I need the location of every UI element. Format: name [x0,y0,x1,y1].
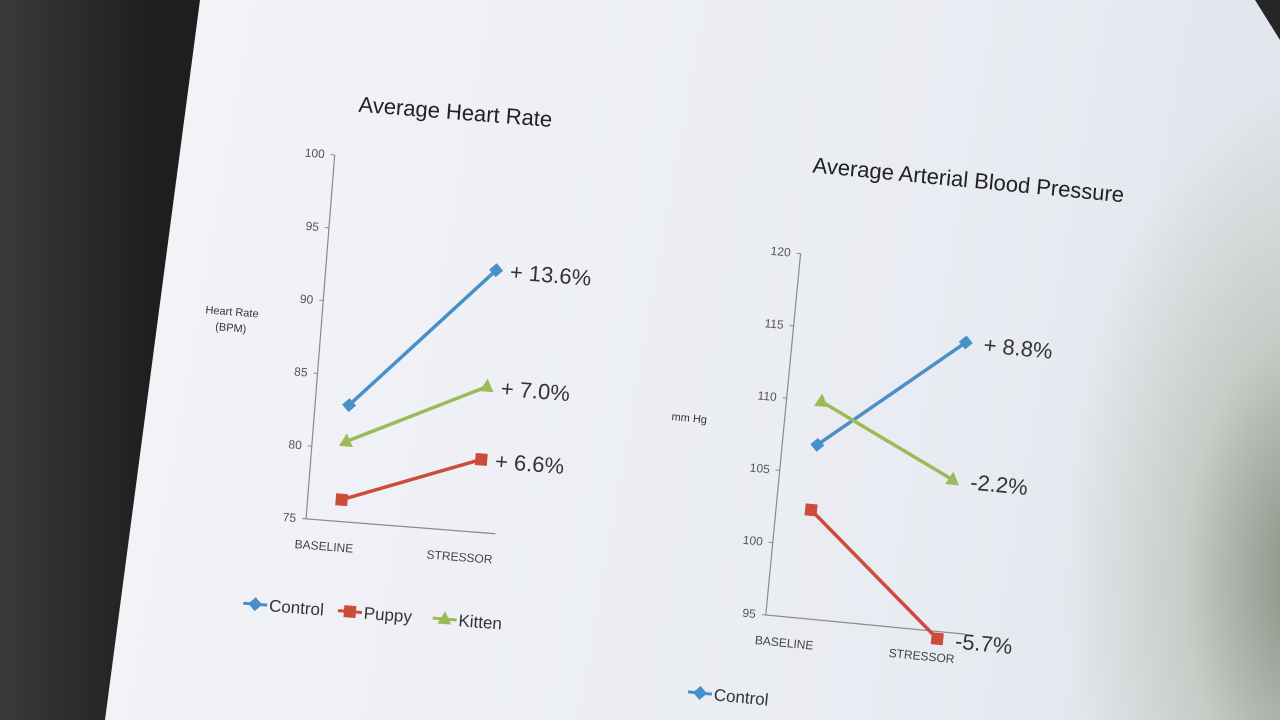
legend: Control [687,685,769,710]
legend: Control Puppy Kitten [243,596,503,634]
series-group: + 8.8% -2.2% -5.7% [804,332,1054,659]
x-tick-label: BASELINE [294,537,354,556]
chart-title: Average Arterial Blood Pressure [812,152,1126,207]
data-label-puppy: -5.7% [954,629,1014,659]
point-control-baseline [342,398,357,413]
x-tick-labels: BASELINE STRESSOR [754,633,955,666]
legend-label-puppy: Puppy [363,604,413,627]
chart-title: Average Heart Rate [358,92,553,132]
data-label-control: + 13.6% [509,259,592,290]
data-label-kitten: + 7.0% [500,376,571,406]
y-tick-label: 95 [742,606,757,621]
legend-marker-kitten [437,611,452,625]
point-puppy-stressor [930,632,944,646]
point-control-baseline [810,437,825,452]
y-tick-label: 120 [770,244,792,260]
legend-label-control: Control [713,685,769,709]
legend-label-kitten: Kitten [458,611,503,633]
series-line-control [347,268,498,407]
legend-marker-control [248,597,263,612]
point-kitten-baseline [814,393,828,408]
y-tick-label: 75 [282,510,297,525]
legend-marker-control [693,686,707,700]
x-tick-label: BASELINE [754,633,814,653]
x-tick-label: STRESSOR [426,547,493,566]
series-line-kitten [819,399,955,482]
y-axis-label-line1: Heart Rate [205,304,259,320]
y-tick-label: 105 [749,461,771,477]
legend-label-control: Control [268,596,324,619]
axes [765,253,965,635]
point-puppy-baseline [804,503,818,517]
legend-marker-puppy [343,605,357,619]
y-tick-label: 95 [305,219,320,234]
y-ticks: 95 100 105 110 115 120 [742,244,801,621]
point-puppy-baseline [335,493,349,507]
data-label-control: + 8.8% [982,332,1053,364]
series-line-puppy [339,457,484,502]
y-axis-label-line2: (BPM) [215,321,247,335]
series-line-kitten [344,384,489,444]
heart-rate-chart: Average Heart Rate Heart Rate (BPM) 75 80… [205,92,592,634]
point-kitten-stressor [479,378,494,393]
point-kitten-stressor [945,471,960,486]
data-label-kitten: -2.2% [969,470,1029,500]
y-axis-label: mm Hg [671,411,707,426]
point-kitten-baseline [338,433,353,448]
series-line-control [815,340,968,447]
data-label-puppy: + 6.6% [494,449,565,479]
blood-pressure-chart: Average Arterial Blood Pressure mm Hg 95… [671,152,1126,710]
point-puppy-stressor [474,452,488,466]
y-tick-label: 115 [764,316,785,332]
y-tick-label: 110 [757,388,778,404]
series-group: + 13.6% + 7.0% + 6.6% [335,259,592,507]
y-tick-label: 100 [304,146,325,162]
y-ticks: 75 80 85 90 95 100 [282,146,335,525]
y-tick-label: 100 [742,533,764,549]
point-control-stressor [489,263,504,278]
x-tick-label: STRESSOR [888,646,955,666]
series-line-puppy [809,508,940,641]
y-tick-label: 85 [294,365,309,380]
point-control-stressor [958,335,973,350]
y-tick-label: 80 [288,437,303,452]
y-tick-label: 90 [299,292,314,307]
x-tick-labels: BASELINE STRESSOR [294,537,493,567]
